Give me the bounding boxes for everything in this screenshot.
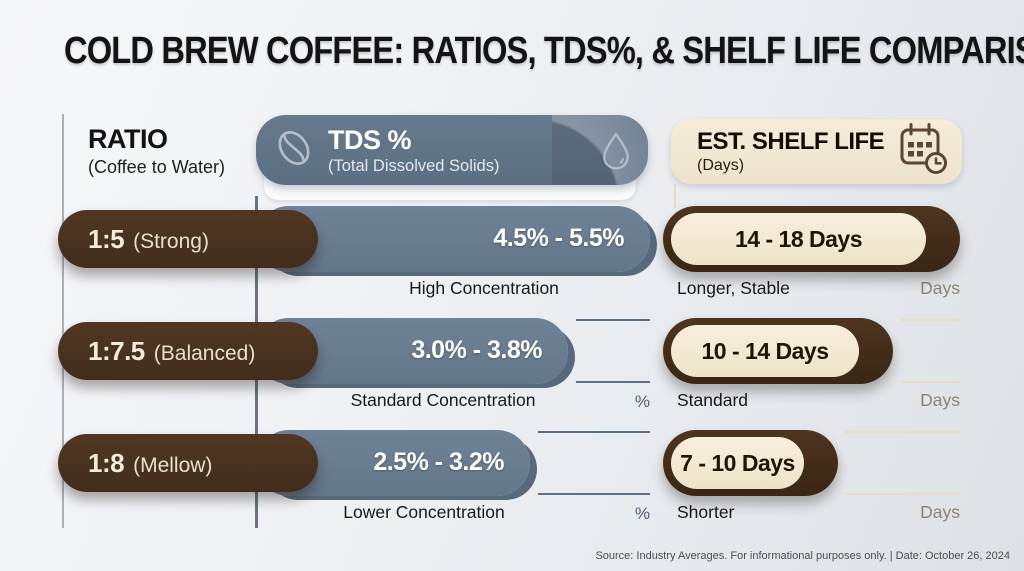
tds-concentration-note: High Concentration (409, 278, 559, 298)
shelf-ruled-line (845, 431, 960, 433)
page-title: COLD BREW COFFEE: RATIOS, TDS%, & SHELF … (64, 30, 1024, 72)
ratio-value: 1:8 (88, 448, 125, 478)
comparison-row-mellow: 2.5% - 3.2% 1:8 (Mellow) 7 - 10 Days Low… (0, 430, 1024, 530)
tds-concentration-note: Lower Concentration (343, 502, 505, 522)
ratio-bar: 1:5 (Strong) (58, 210, 318, 268)
shelf-range-value: 7 - 10 Days (680, 449, 795, 476)
shelf-header-title: EST. SHELF LIFE (697, 128, 885, 155)
percent-unit-label: % (634, 504, 650, 523)
ratio-value: 1:5 (88, 224, 125, 254)
shelf-ruled-line (901, 319, 960, 321)
coffee-bean-icon (272, 126, 316, 175)
ratio-value: 1:7.5 (88, 336, 145, 366)
days-unit-label: Days (920, 502, 960, 522)
shelf-stability-note: Shorter (677, 502, 735, 522)
shelf-ruled-line (845, 493, 960, 495)
shelf-column-guide-line (674, 184, 676, 208)
ratio-strength-label: (Strong) (133, 230, 209, 253)
comparison-row-strong: 4.5% - 5.5% 1:5 (Strong) 14 - 18 Days Hi… (0, 206, 1024, 306)
tds-concentration-note: Standard Concentration (350, 390, 536, 410)
ratio-strength-label: (Balanced) (153, 342, 256, 365)
water-drop-icon (600, 130, 632, 175)
tds-range-value: 4.5% - 5.5% (493, 224, 624, 252)
tds-bar: 4.5% - 5.5% (256, 206, 650, 272)
shelf-life-bar: 14 - 18 Days (663, 206, 960, 272)
percent-unit-label: % (634, 392, 650, 411)
shelf-ruled-line (901, 381, 960, 383)
shelf-stability-note: Longer, Stable (677, 278, 790, 298)
ratio-header-subtitle: (Coffee to Water) (88, 157, 226, 177)
tds-column-header: TDS % (Total Dissolved Solids) (256, 115, 648, 185)
days-unit-label: Days (920, 278, 960, 298)
tds-ruled-line (538, 431, 650, 433)
ratio-column-header: RATIO (Coffee to Water) (88, 124, 225, 178)
tds-range-value: 2.5% - 3.2% (373, 448, 504, 476)
shelf-range-value: 14 - 18 Days (735, 225, 862, 252)
source-footnote: Source: Industry Averages. For informati… (595, 550, 1010, 562)
shelf-life-column-header: EST. SHELF LIFE (Days) (671, 119, 962, 184)
tds-range-value: 3.0% - 3.8% (411, 336, 542, 364)
shelf-range-value: 10 - 14 Days (701, 337, 829, 364)
ratio-bar: 1:7.5 (Balanced) (58, 322, 318, 380)
shelf-life-bar: 7 - 10 Days (663, 430, 838, 496)
tds-ruled-line (576, 319, 650, 321)
ratio-strength-label: (Mellow) (133, 454, 213, 477)
ratio-column-guide-line (62, 114, 64, 528)
shelf-life-bar-inner: 14 - 18 Days (671, 213, 926, 265)
tds-ruled-line (576, 381, 650, 383)
days-unit-label: Days (920, 390, 960, 410)
shelf-life-bar-inner: 7 - 10 Days (671, 437, 804, 489)
calendar-clock-icon (896, 121, 948, 182)
shelf-header-subtitle: (Days) (697, 157, 745, 174)
tds-header-title: TDS % (328, 124, 412, 155)
shelf-life-bar: 10 - 14 Days (663, 318, 893, 384)
shelf-life-bar-inner: 10 - 14 Days (671, 325, 859, 377)
tds-header-subtitle: (Total Dissolved Solids) (328, 156, 500, 175)
ratio-header-title: RATIO (88, 124, 168, 154)
tds-ruled-line (538, 493, 650, 495)
ratio-bar: 1:8 (Mellow) (58, 434, 318, 492)
shelf-stability-note: Standard (677, 390, 749, 410)
comparison-row-balanced: 3.0% - 3.8% 1:7.5 (Balanced) 10 - 14 Day… (0, 318, 1024, 418)
